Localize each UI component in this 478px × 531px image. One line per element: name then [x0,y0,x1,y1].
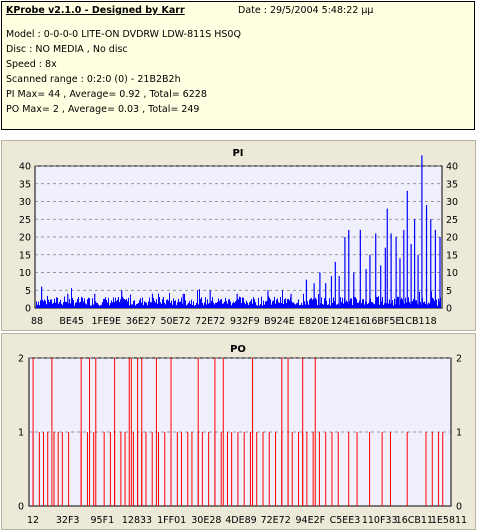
pi-xtick: 50E72 [160,316,190,327]
pi-xtick: 88 [31,316,43,327]
pi-xtick: 932F9 [230,316,260,327]
pi-ytick-right: 30 [446,197,458,208]
pi-xtick: 1CB118 [399,316,436,327]
po-chart-panel: PO 0 0 1 1 2 2 12 32F3 95F1 12833 1FF01 30E28 4DE89 7… [1,333,476,530]
po-xtick: 72E72 [261,515,291,526]
po-xtick: 4DE89 [225,515,256,526]
pi-xtick: 72E72 [195,316,225,327]
po-xtick: 1FF01 [157,515,186,526]
pi-ytick-right: 10 [446,268,458,279]
pi-xtick: 1FE9E [91,316,121,327]
pi-ytick-right: 5 [446,286,452,297]
po-xtick: 1E5811 [431,515,467,526]
pi-xtick: E820E [299,316,329,327]
scan-info-box: KProbe v2.1.0 - Designed by Karr Date : … [1,1,475,130]
spacer [0,131,478,140]
pi-ytick-left: 40 [19,162,31,173]
pi-xtick: B924E [264,316,295,327]
po-ytick-left: 0 [18,502,24,513]
pi-ytick-left: 10 [19,268,31,279]
speed-line: Speed : 8x [6,59,57,70]
pi-ytick-right: 0 [446,304,452,315]
po-ytick-left: 1 [18,428,24,439]
pi-ytick-left: 25 [19,215,31,226]
po-xtick: 12 [27,515,39,526]
pi-ytick-left: 30 [19,197,31,208]
po-xtick: 110F33 [362,515,398,526]
pi-chart: PI 0 0 5 5 10 10 15 15 20 20 25 25 30 30 35 35 40 40 88 BE4… [19,148,458,327]
po-chart-title: PO [230,344,246,355]
pi-ytick-right: 15 [446,250,458,261]
pi-ytick-left: 5 [25,286,31,297]
model-line: Model : 0-0-0-0 LITE-ON DVDRW LDW-811S H… [6,29,241,40]
pi-ytick-left: 0 [25,304,31,315]
pi-stats-line: PI Max= 44 , Average= 0.92 , Total= 6228 [6,89,207,100]
pi-ytick-left: 15 [19,250,31,261]
po-xtick: 12833 [122,515,152,526]
pi-ytick-right: 40 [446,162,458,173]
pi-ytick-left: 20 [19,233,31,244]
pi-xtick: 16BF5E [365,316,401,327]
pi-xtick: 124E16 [331,316,367,327]
pi-chart-title: PI [232,148,243,159]
po-xtick: 94E2F [296,515,326,526]
po-xtick: 32F3 [56,515,80,526]
scanned-range-line: Scanned range : 0:2:0 (0) - 21B2B2h [6,74,181,85]
pi-ytick-right: 35 [446,179,458,190]
po-ytick-right: 0 [456,502,462,513]
po-xtick: C5EE3 [330,515,361,526]
pi-chart-panel: PI 0 0 5 5 10 10 15 15 20 20 25 25 30 30 35 35 40 40 88 BE4… [1,140,476,331]
pi-ytick-right: 20 [446,233,458,244]
app-title: KProbe v2.1.0 - Designed by Karr [6,5,185,16]
po-ytick-right: 2 [456,354,462,365]
po-ytick-right: 1 [456,428,462,439]
po-chart: PO 0 01 12 212 32F3 95F1 12833 1FF01 30E28 4DE89 7… [18,344,467,526]
po-ytick-left: 2 [18,354,24,365]
po-xtick: 95F1 [91,515,115,526]
po-xtick: 30E28 [191,515,221,526]
scan-date: Date : 29/5/2004 5:48:22 μμ [238,5,374,16]
disc-line: Disc : NO MEDIA , No disc [6,44,128,55]
po-stats-line: PO Max= 2 , Average= 0.03 , Total= 249 [6,104,200,115]
pi-xtick: 36E27 [126,316,156,327]
pi-ytick-right: 25 [446,215,458,226]
po-xtick: 16CB11 [396,515,433,526]
pi-ytick-left: 35 [19,179,31,190]
pi-xtick: BE45 [59,316,84,327]
